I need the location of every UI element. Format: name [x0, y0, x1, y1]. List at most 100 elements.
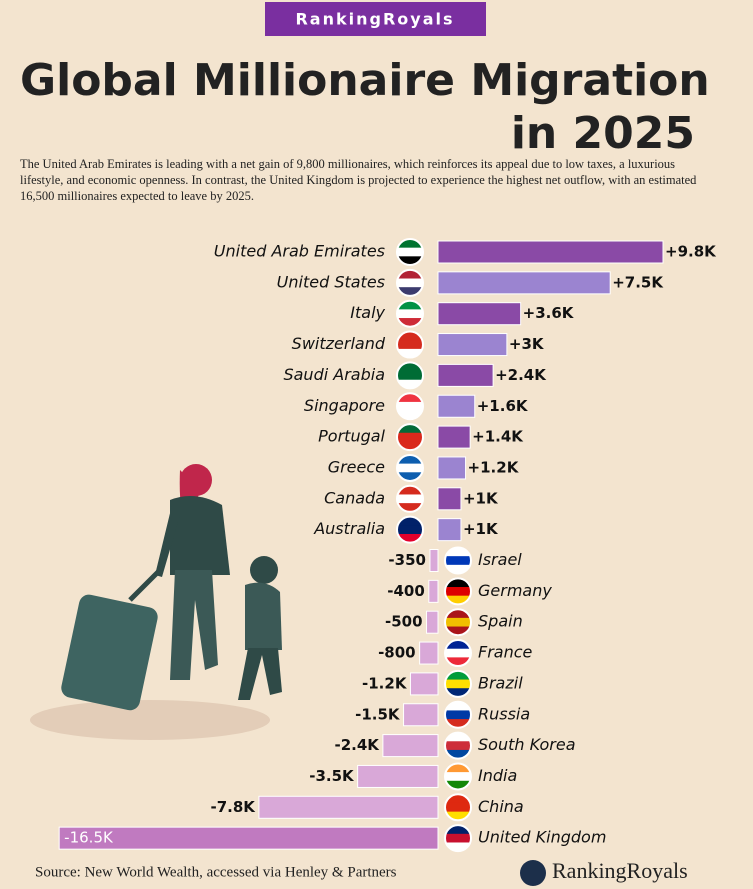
flag-stripe	[397, 503, 423, 512]
flag-stripe	[445, 595, 471, 605]
category-label: Australia	[313, 519, 385, 538]
category-label: China	[478, 797, 524, 816]
bar	[58, 826, 439, 850]
category-label: Spain	[478, 612, 523, 631]
category-label: India	[478, 766, 517, 785]
title-line: in 2025	[511, 108, 695, 159]
flag-stripe	[445, 556, 471, 566]
value-label: -2.4K	[334, 736, 380, 754]
flag	[396, 423, 424, 452]
flag	[444, 731, 472, 760]
flag-stripe	[397, 309, 423, 319]
bar	[437, 518, 462, 542]
flag	[396, 392, 424, 421]
value-label: +3.6K	[523, 304, 575, 322]
flag-stripe	[445, 842, 471, 852]
flag-stripe	[397, 318, 423, 327]
category-label: Singapore	[304, 396, 385, 415]
value-label: +1.6K	[477, 397, 529, 415]
flag-stripe	[397, 393, 423, 403]
flag-stripe	[445, 772, 471, 782]
flag-stripe	[397, 239, 423, 249]
category-label: Canada	[324, 488, 385, 507]
flag-stripe	[445, 719, 471, 728]
value-label: -3.5K	[309, 767, 355, 785]
flag	[396, 361, 424, 390]
flag-stripe	[445, 657, 471, 667]
bar	[437, 425, 471, 449]
flag-stripe	[445, 578, 471, 588]
flag-stripe	[445, 763, 471, 773]
bar	[437, 302, 522, 326]
flag	[396, 484, 424, 513]
value-label: -7.8K	[210, 798, 256, 816]
category-label: Russia	[478, 704, 530, 723]
value-label: +1.2K	[468, 458, 520, 476]
title-line: Global Millionaire Migration	[20, 55, 710, 106]
bar	[437, 487, 462, 511]
flag-stripe	[397, 247, 423, 257]
flag-stripe	[445, 780, 471, 790]
value-label: -350	[388, 551, 426, 569]
value-label: +1.4K	[472, 428, 524, 446]
flag-stripe	[445, 811, 471, 821]
flag	[444, 546, 472, 575]
bar	[409, 672, 439, 696]
flag-stripe	[397, 300, 423, 310]
bar	[437, 456, 467, 480]
value-label: -1.2K	[362, 674, 408, 692]
value-label: -800	[378, 644, 416, 662]
flag-stripe	[397, 463, 423, 473]
subtitle: The United Arab Emirates is leading with…	[20, 157, 697, 203]
category-label: Italy	[350, 303, 385, 322]
bar	[419, 641, 439, 665]
flag-stripe	[445, 701, 471, 711]
value-label: -500	[385, 613, 423, 631]
brand: RankingRoyals	[295, 10, 454, 29]
flag-stripe	[445, 741, 471, 751]
bar	[437, 240, 664, 264]
flag-stripe	[445, 794, 471, 804]
flag-stripe	[397, 494, 423, 504]
chart-title: Global Millionaire Migration in 2025	[20, 55, 710, 159]
flag-stripe	[397, 516, 423, 526]
category-label: Brazil	[478, 673, 523, 692]
flag-stripe	[445, 833, 471, 843]
flag-stripe	[445, 640, 471, 650]
flag-stripe	[397, 533, 423, 543]
flag	[444, 762, 472, 791]
value-label: +1K	[463, 520, 499, 538]
flag-stripe	[397, 287, 423, 296]
flag-stripe	[445, 547, 471, 557]
value-label: +3K	[509, 335, 545, 353]
flag	[444, 608, 472, 637]
flag-stripe	[397, 371, 423, 381]
flag	[396, 268, 424, 297]
flag-stripe	[445, 648, 471, 658]
bar	[382, 734, 439, 758]
flag-stripe	[397, 379, 423, 389]
flag-stripe	[445, 679, 471, 689]
brand-logo	[520, 860, 546, 886]
flag-stripe	[397, 525, 423, 535]
illustration	[30, 464, 282, 740]
flag-stripe	[445, 670, 471, 681]
flag-stripe	[397, 441, 423, 451]
flag-stripe	[397, 472, 423, 481]
flag-stripe	[445, 825, 471, 835]
brand-badge	[265, 2, 486, 36]
flag-stripe	[397, 278, 423, 288]
flag-stripe	[397, 331, 423, 341]
bar	[258, 795, 439, 819]
flag-stripe	[397, 485, 423, 495]
value-label: +1K	[463, 489, 499, 507]
flag	[396, 238, 424, 266]
flag	[396, 453, 424, 482]
bar	[437, 333, 508, 357]
flag	[444, 793, 472, 822]
flag-stripe	[445, 749, 471, 759]
flag	[396, 299, 424, 328]
bar	[437, 271, 611, 295]
value-label: -16.5K	[64, 829, 114, 847]
